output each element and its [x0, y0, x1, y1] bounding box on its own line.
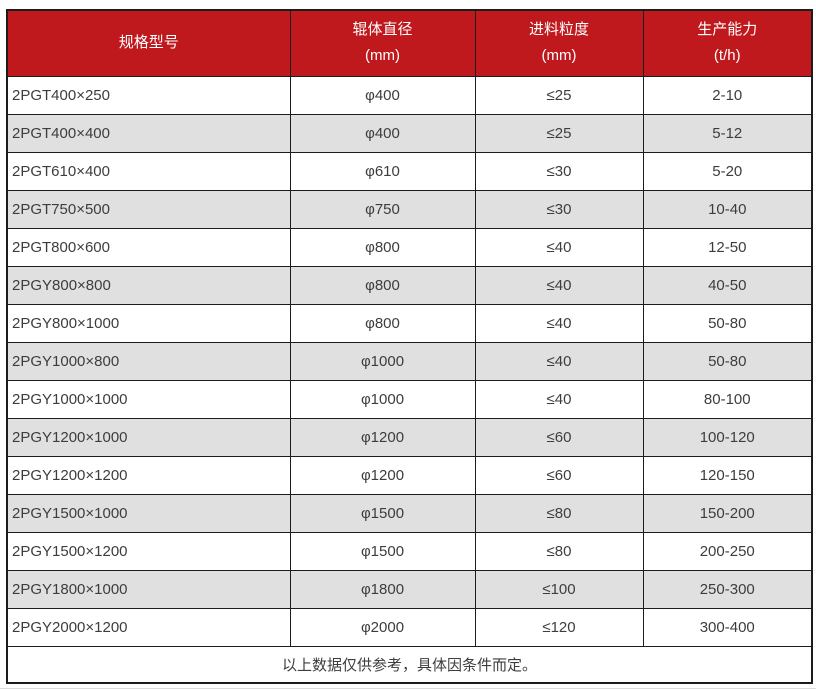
header-feed-size-title: 进料粒度 [528, 21, 589, 39]
capacity-cell: 50-80 [642, 303, 813, 343]
header-capacity-unit: (t/h) [713, 47, 741, 65]
model-cell: 2PGY1200×1000 [6, 417, 291, 457]
capacity-cell: 50-80 [642, 341, 813, 381]
capacity-cell: 120-150 [642, 455, 813, 495]
header-model: 规格型号 [6, 9, 291, 77]
table-row: 2PGT610×400 φ610 ≤30 5-20 [6, 151, 813, 191]
feed-size-cell: ≤40 [474, 303, 644, 343]
feed-size-cell: ≤60 [474, 455, 644, 495]
spec-table: 规格型号 辊体直径 (mm) 进料粒度 (mm) 生产能力 (t/h) 2PGT… [6, 9, 813, 684]
capacity-cell: 5-20 [642, 151, 813, 191]
feed-size-cell: ≤40 [474, 227, 644, 267]
model-cell: 2PGY1500×1000 [6, 493, 291, 533]
capacity-cell: 40-50 [642, 265, 813, 305]
header-capacity-title: 生产能力 [697, 21, 758, 39]
diameter-cell: φ400 [289, 113, 476, 153]
capacity-cell: 250-300 [642, 569, 813, 609]
model-cell: 2PGY1000×1000 [6, 379, 291, 419]
feed-size-cell: ≤80 [474, 531, 644, 571]
feed-size-cell: ≤30 [474, 151, 644, 191]
diameter-cell: φ1500 [289, 531, 476, 571]
table-row: 2PGY1800×1000 φ1800 ≤100 250-300 [6, 569, 813, 609]
feed-size-cell: ≤40 [474, 341, 644, 381]
model-cell: 2PGY800×1000 [6, 303, 291, 343]
table-row: 2PGY2000×1200 φ2000 ≤120 300-400 [6, 607, 813, 647]
diameter-cell: φ1500 [289, 493, 476, 533]
capacity-cell: 12-50 [642, 227, 813, 267]
model-cell: 2PGY1000×800 [6, 341, 291, 381]
table-row: 2PGY1000×800 φ1000 ≤40 50-80 [6, 341, 813, 381]
capacity-cell: 100-120 [642, 417, 813, 457]
table-row: 2PGY1200×1000 φ1200 ≤60 100-120 [6, 417, 813, 457]
diameter-cell: φ750 [289, 189, 476, 229]
model-cell: 2PGT610×400 [6, 151, 291, 191]
model-cell: 2PGY2000×1200 [6, 607, 291, 647]
spec-table-body: 2PGT400×250 φ400 ≤25 2-10 2PGT400×400 φ400 ≤25… [6, 75, 813, 647]
feed-size-cell: ≤25 [474, 75, 644, 115]
diameter-cell: φ1000 [289, 379, 476, 419]
diameter-cell: φ1200 [289, 455, 476, 495]
table-row: 2PGY1000×1000 φ1000 ≤40 80-100 [6, 379, 813, 419]
diameter-cell: φ1000 [289, 341, 476, 381]
header-roller-diameter-unit: (mm) [365, 47, 400, 65]
header-feed-size: 进料粒度 (mm) [474, 9, 644, 77]
header-roller-diameter: 辊体直径 (mm) [289, 9, 476, 77]
feed-size-cell: ≤30 [474, 189, 644, 229]
diameter-cell: φ1800 [289, 569, 476, 609]
feed-size-cell: ≤25 [474, 113, 644, 153]
header-row: 规格型号 辊体直径 (mm) 进料粒度 (mm) 生产能力 (t/h) [6, 9, 813, 77]
capacity-cell: 150-200 [642, 493, 813, 533]
table-row: 2PGY1500×1000 φ1500 ≤80 150-200 [6, 493, 813, 533]
model-cell: 2PGT800×600 [6, 227, 291, 267]
model-cell: 2PGY1200×1200 [6, 455, 291, 495]
feed-size-cell: ≤40 [474, 379, 644, 419]
capacity-cell: 2-10 [642, 75, 813, 115]
diameter-cell: φ400 [289, 75, 476, 115]
feed-size-cell: ≤40 [474, 265, 644, 305]
model-cell: 2PGT400×250 [6, 75, 291, 115]
table-row: 2PGT750×500 φ750 ≤30 10-40 [6, 189, 813, 229]
header-feed-size-unit: (mm) [541, 47, 577, 65]
feed-size-cell: ≤60 [474, 417, 644, 457]
footer-row: 以上数据仅供参考，具体因条件而定。 [6, 645, 813, 684]
header-model-title: 规格型号 [118, 34, 179, 52]
model-cell: 2PGY1800×1000 [6, 569, 291, 609]
table-row: 2PGY1500×1200 φ1500 ≤80 200-250 [6, 531, 813, 571]
table-row: 2PGY800×800 φ800 ≤40 40-50 [6, 265, 813, 305]
diameter-cell: φ800 [289, 227, 476, 267]
model-cell: 2PGT750×500 [6, 189, 291, 229]
model-cell: 2PGY800×800 [6, 265, 291, 305]
capacity-cell: 200-250 [642, 531, 813, 571]
model-cell: 2PGY1500×1200 [6, 531, 291, 571]
feed-size-cell: ≤120 [474, 607, 644, 647]
header-roller-diameter-title: 辊体直径 [352, 21, 413, 39]
capacity-cell: 10-40 [642, 189, 813, 229]
diameter-cell: φ610 [289, 151, 476, 191]
model-cell: 2PGT400×400 [6, 113, 291, 153]
feed-size-cell: ≤100 [474, 569, 644, 609]
feed-size-cell: ≤80 [474, 493, 644, 533]
header-capacity: 生产能力 (t/h) [642, 9, 813, 77]
diameter-cell: φ1200 [289, 417, 476, 457]
diameter-cell: φ800 [289, 265, 476, 305]
table-row: 2PGT400×250 φ400 ≤25 2-10 [6, 75, 813, 115]
capacity-cell: 5-12 [642, 113, 813, 153]
footer-note: 以上数据仅供参考，具体因条件而定。 [6, 645, 813, 684]
table-row: 2PGY1200×1200 φ1200 ≤60 120-150 [6, 455, 813, 495]
table-row: 2PGT400×400 φ400 ≤25 5-12 [6, 113, 813, 153]
capacity-cell: 300-400 [642, 607, 813, 647]
table-row: 2PGT800×600 φ800 ≤40 12-50 [6, 227, 813, 267]
capacity-cell: 80-100 [642, 379, 813, 419]
diameter-cell: φ2000 [289, 607, 476, 647]
table-row: 2PGY800×1000 φ800 ≤40 50-80 [6, 303, 813, 343]
diameter-cell: φ800 [289, 303, 476, 343]
